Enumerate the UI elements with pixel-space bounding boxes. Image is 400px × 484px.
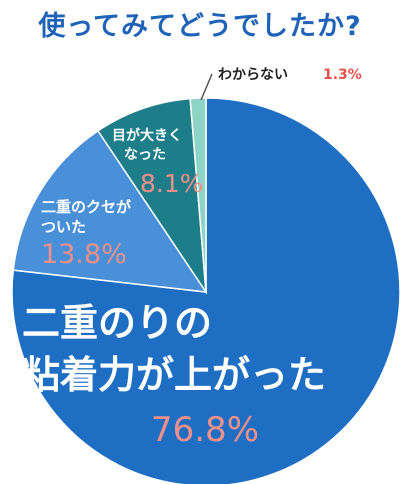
callout-line: [200, 73, 213, 101]
slice-label-line: 粘着力が上がった: [22, 353, 326, 397]
slice-percent: 76.8%: [151, 410, 259, 450]
slice-percent: 8.1%: [140, 169, 204, 198]
slice-label-line: 二重のクセが: [41, 198, 132, 216]
page-title: 使ってみてどうでしたか?: [38, 11, 362, 42]
pie-slice-2: [12, 129, 208, 293]
slice-label-line: 目が大きく: [112, 127, 182, 144]
slice-label-group-2: 二重のクセが ついた 13.8%: [41, 198, 132, 270]
slice-label-group-4: わからない 1.3%: [218, 67, 362, 83]
pie-slice-4: [189, 97, 207, 293]
slice-label-line: ついた: [41, 218, 86, 236]
pie-slice-3: [96, 97, 207, 295]
slice-label-line: なった: [124, 147, 166, 163]
slice-percent: 13.8%: [41, 239, 127, 270]
pie-slice-1: [11, 97, 400, 484]
slice-label-group-1: 二重のりの 粘着力が上がった 76.8%: [22, 301, 326, 450]
slice-label-line: 二重のりの: [22, 301, 212, 345]
slice-label-group-3: 目が大きく なった 8.1%: [112, 127, 204, 198]
slice-percent: 1.3%: [323, 67, 362, 83]
pie-slices: [11, 97, 400, 484]
slice-label-line: わからない: [218, 67, 288, 83]
